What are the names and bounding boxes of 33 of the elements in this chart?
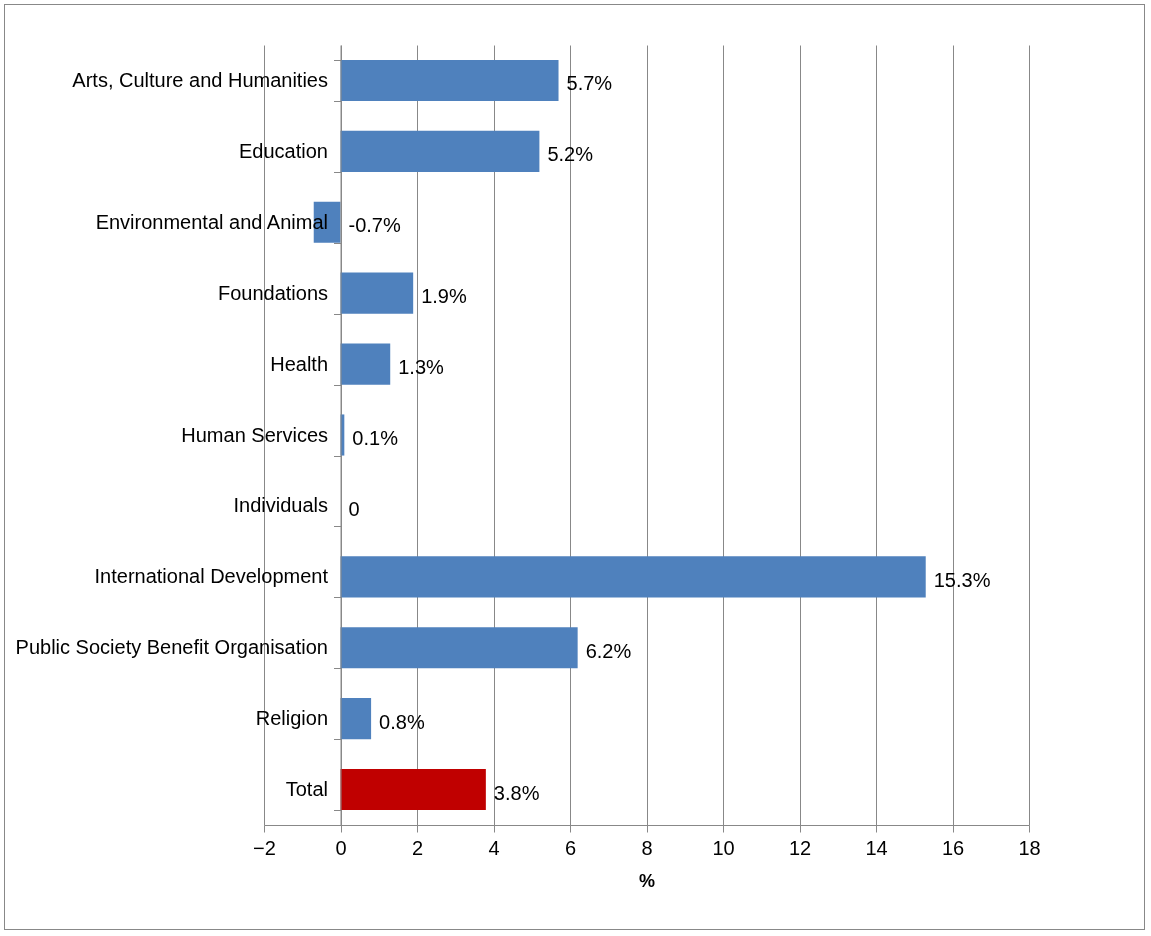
y-tick-label: Human Services — [181, 423, 328, 446]
y-tick-label: Health — [270, 352, 328, 375]
x-tick-label: −2 — [253, 836, 276, 859]
data-label: 6.2% — [585, 639, 632, 662]
y-tick-label: Religion — [255, 707, 328, 730]
data-label: 0 — [348, 497, 360, 520]
x-tick-label: 16 — [941, 836, 965, 859]
data-label: 15.3% — [933, 568, 991, 591]
y-tick-label: Public Society Benefit Organisation — [15, 636, 328, 659]
x-tick-label: 0 — [335, 836, 347, 859]
y-tick-label: Total — [285, 778, 328, 801]
y-tick-label: Education — [239, 139, 328, 162]
x-tick-label: 14 — [865, 836, 888, 859]
x-tick-label: 12 — [788, 836, 812, 859]
y-tick-label: Arts, Culture and Humanities — [72, 68, 328, 91]
data-label: 5.7% — [566, 72, 613, 95]
x-tick-label: 18 — [1018, 836, 1041, 859]
y-tick-label: Foundations — [217, 281, 328, 304]
data-label: 0.1% — [352, 427, 399, 449]
data-label: 5.2% — [547, 143, 594, 166]
data-label: 3.8% — [493, 781, 540, 804]
x-axis-title: % — [638, 870, 656, 891]
x-tick-label: 6 — [564, 836, 577, 859]
y-tick-label: Individuals — [233, 494, 328, 517]
x-tick-label: 8 — [641, 836, 653, 859]
data-label: -0.7% — [348, 214, 401, 237]
x-tick-label: 4 — [488, 836, 500, 859]
data-label: 0.8% — [379, 710, 425, 733]
x-tick-label: 10 — [712, 836, 735, 859]
x-tick-label: 2 — [411, 836, 424, 859]
data-label: 1.9% — [421, 285, 467, 308]
y-tick-label: International Development — [94, 565, 329, 588]
data-label: 1.3% — [398, 356, 445, 379]
